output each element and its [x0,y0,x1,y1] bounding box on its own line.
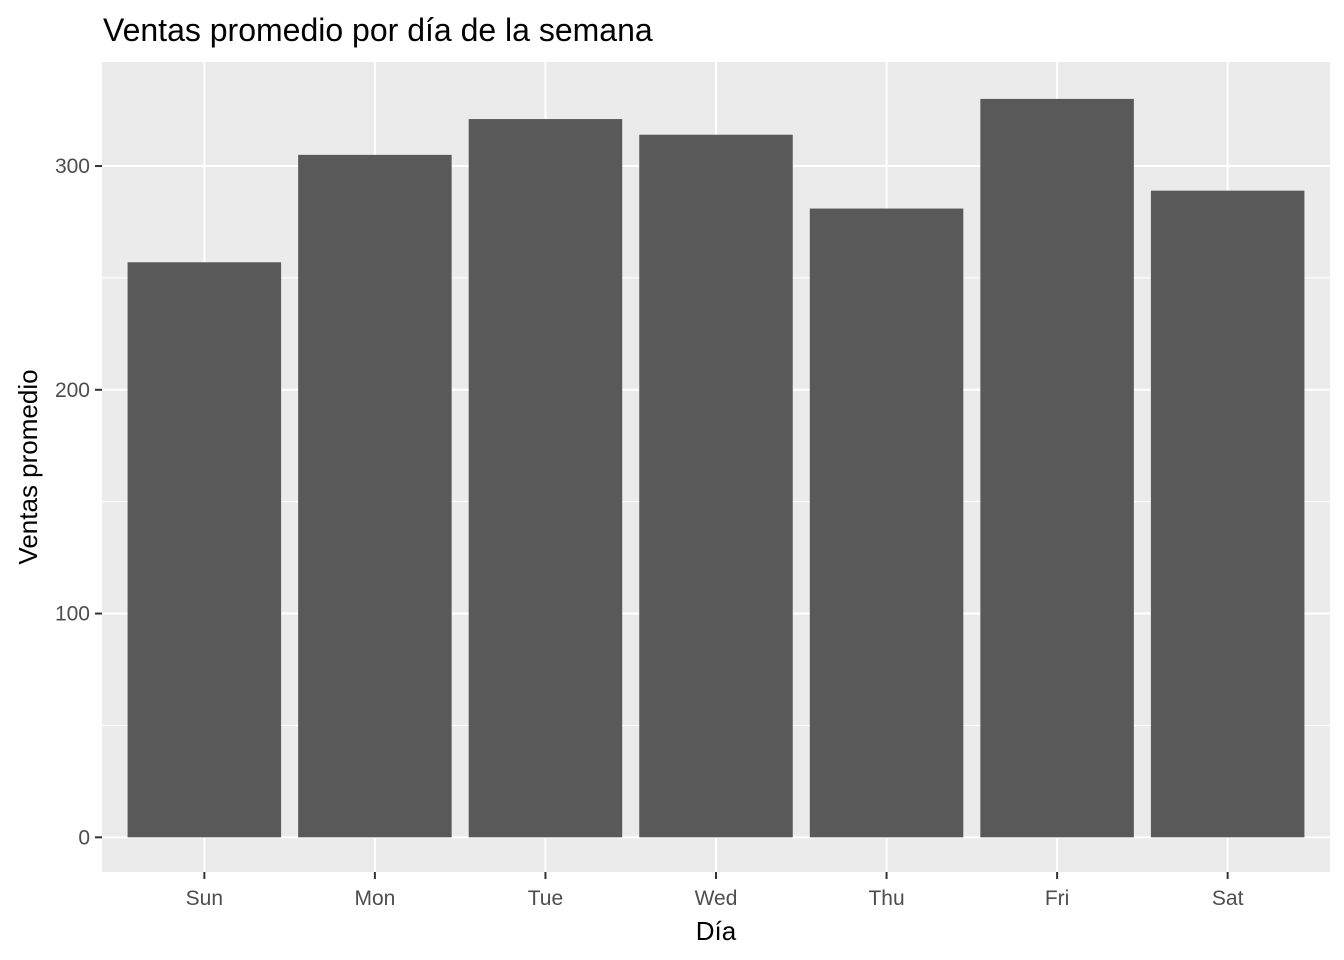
x-tick-label: Thu [868,887,904,910]
bar-sun [127,262,282,838]
y-tick-label: 300 [55,155,90,178]
bar-tue [468,119,623,838]
y-axis-title: Ventas promedio [13,369,43,564]
bars [127,98,1305,838]
y-tick-label: 200 [55,379,90,402]
bar-mon [298,154,452,838]
bar-thu [809,208,964,838]
x-tick-label: Mon [354,887,395,910]
x-tick-label: Tue [528,887,563,910]
axes: 0 100 200 300 Sun Mon Tue Wed Thu Fri Sat [55,155,1244,910]
y-tick-label: 0 [78,826,90,849]
x-tick-label: Fri [1045,887,1070,910]
x-axis-title: Día [696,916,737,946]
x-tick-label: Sat [1212,887,1244,910]
y-tick-label: 100 [55,603,90,626]
bar-sat [1150,190,1305,838]
x-tick-label: Wed [695,887,738,910]
chart-title: Ventas promedio por día de la semana [103,12,653,48]
x-tick-label: Sun [186,887,223,910]
bar-wed [639,134,793,838]
bar-fri [980,98,1134,838]
